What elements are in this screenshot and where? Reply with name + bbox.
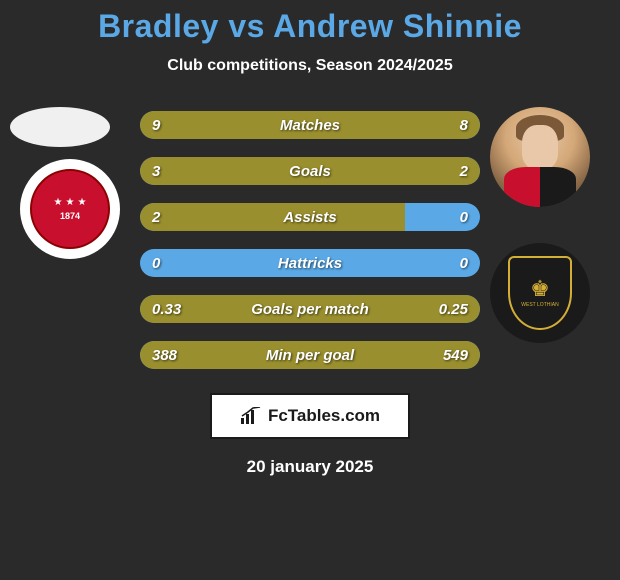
star-icon: ★ [77,197,86,208]
stat-bar-left-fill [140,203,405,231]
stat-row: 0.33 Goals per match 0.25 [140,295,480,323]
club-badge-left-inner: ★ ★ ★ 1874 [30,169,110,249]
club-badge-left: ★ ★ ★ 1874 [20,159,120,259]
stat-row: 3 Goals 2 [140,157,480,185]
stat-label: Min per goal [266,347,354,364]
stat-label: Goals per match [251,301,369,318]
player-avatar-right [490,107,590,207]
stat-value-left: 3 [152,163,160,180]
infographic-date: 20 january 2025 [0,457,620,477]
subtitle: Club competitions, Season 2024/2025 [0,57,620,75]
stat-label: Matches [280,117,340,134]
club-founding-year: 1874 [60,211,80,221]
stat-row: 9 Matches 8 [140,111,480,139]
stat-value-left: 0.33 [152,301,181,318]
stat-value-left: 388 [152,347,177,364]
club-badge-right: ♚ WEST LOTHIAN [490,243,590,343]
club-badge-stars: ★ ★ ★ [54,197,87,208]
stat-value-right: 2 [460,163,468,180]
stat-value-right: 0 [460,209,468,226]
stat-row: 0 Hattricks 0 [140,249,480,277]
page-title: Bradley vs Andrew Shinnie [0,8,620,45]
stat-value-left: 0 [152,255,160,272]
stat-value-left: 2 [152,209,160,226]
chart-icon [240,407,262,425]
stat-row: 388 Min per goal 549 [140,341,480,369]
lion-icon: ♚ [530,278,550,300]
club-motto: WEST LOTHIAN [521,302,558,308]
stat-value-left: 9 [152,117,160,134]
stat-label: Hattricks [278,255,342,272]
stat-value-right: 549 [443,347,468,364]
source-logo-text: FcTables.com [268,406,380,426]
stat-bar-right-fill [320,111,480,139]
stat-value-right: 0 [460,255,468,272]
stat-label: Goals [289,163,331,180]
stats-area: ★ ★ ★ 1874 ♚ WEST LOTHIAN 9 Matches 8 3 Goal… [0,107,620,369]
stat-value-right: 0.25 [439,301,468,318]
club-shield: ♚ WEST LOTHIAN [508,256,572,330]
stat-row: 2 Assists 0 [140,203,480,231]
source-logo: FcTables.com [210,393,410,439]
stat-bars: 9 Matches 8 3 Goals 2 2 Assists 0 0 Hattricks 0 0.33… [140,107,480,369]
stat-value-right: 8 [460,117,468,134]
avatar-face [522,125,558,169]
avatar-body [504,167,576,207]
star-icon: ★ [66,197,75,208]
player-avatar-left [10,107,110,147]
stat-label: Assists [283,209,336,226]
star-icon: ★ [54,197,63,208]
comparison-infographic: Bradley vs Andrew Shinnie Club competiti… [0,0,620,477]
